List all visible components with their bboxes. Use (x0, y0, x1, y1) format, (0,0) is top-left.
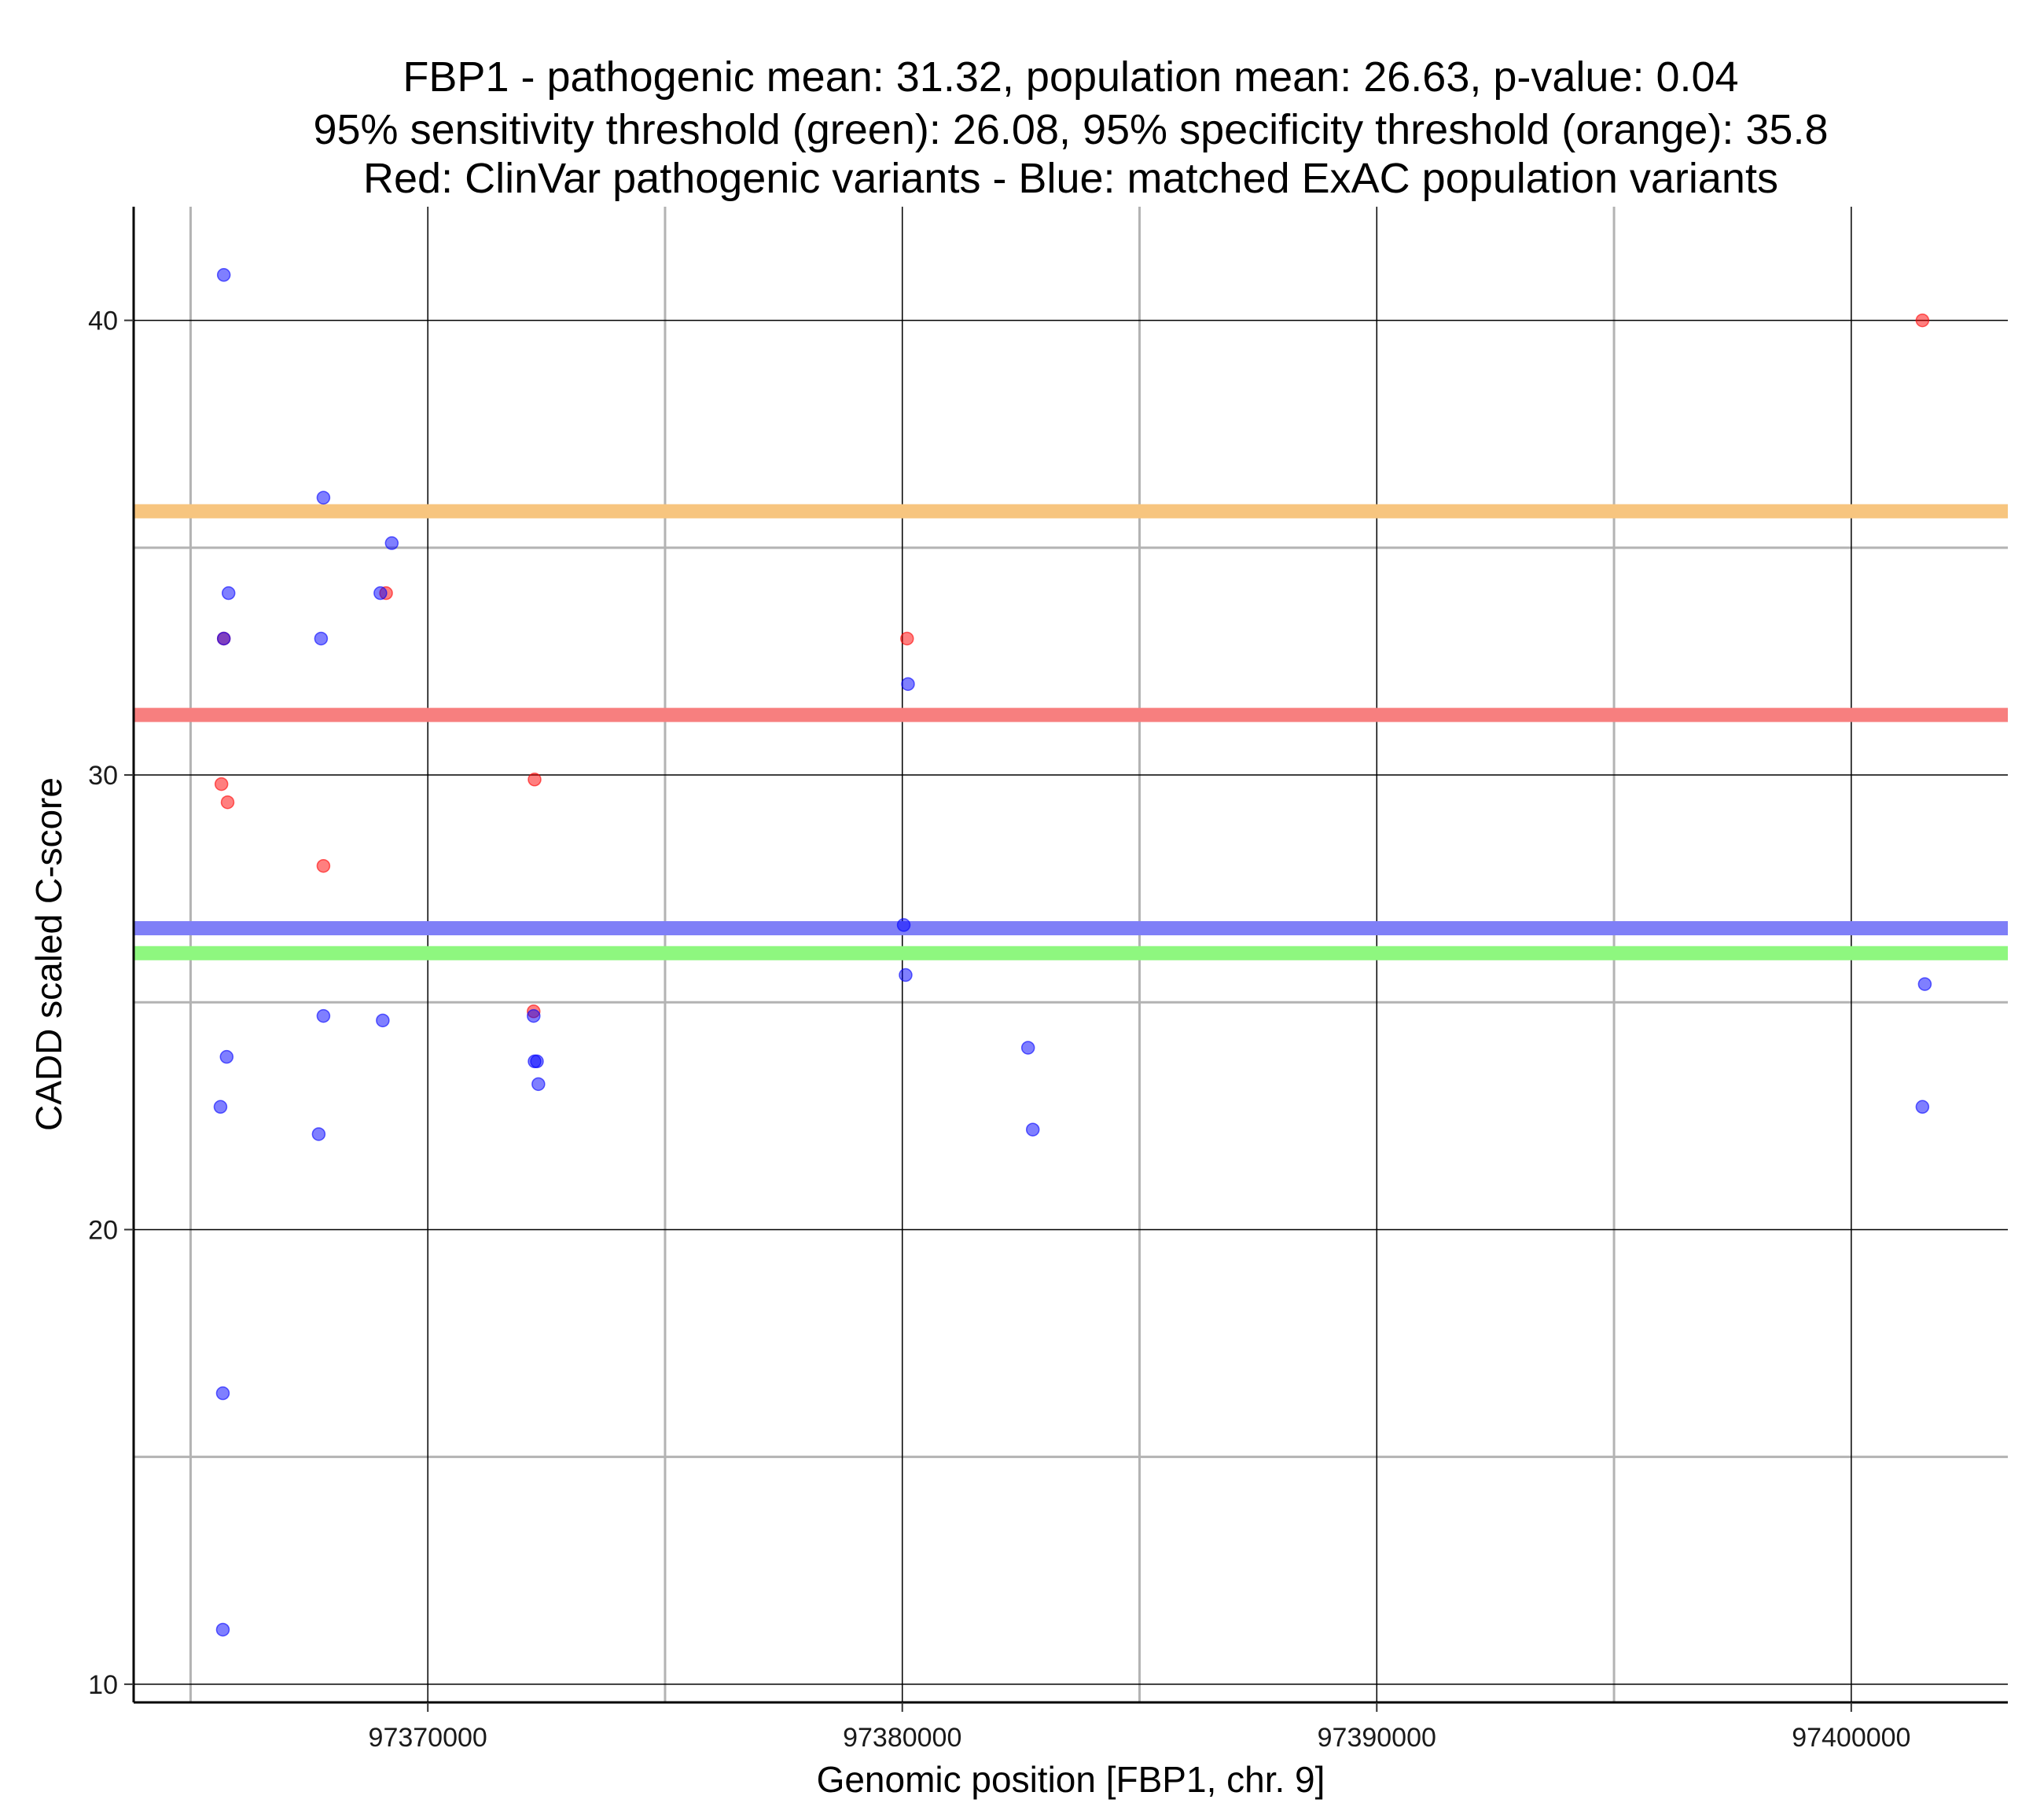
y-axis-title: CADD scaled C-score (28, 777, 69, 1131)
pathogenic-point-8 (1915, 313, 1930, 328)
population-point-14 (1020, 1041, 1035, 1055)
y-axis-ticks: 10 20 30 40 (88, 307, 134, 1700)
y-tick-label-1: 20 (88, 1215, 118, 1245)
population-point-6 (314, 631, 329, 646)
population-point-2 (384, 536, 399, 550)
population-point-8 (896, 918, 911, 932)
pathogenic-point-2 (220, 795, 235, 810)
data-points (213, 268, 1932, 1637)
population-point-0 (216, 268, 231, 282)
pathogenic-point-1 (214, 777, 229, 791)
population-point-13 (527, 1008, 541, 1023)
population-point-18 (531, 1077, 546, 1092)
population-point-22 (1025, 1122, 1040, 1137)
title-line-2: 95% sensitivity threshold (green): 26.08… (313, 106, 1828, 153)
x-tick-label-3: 97400000 (1792, 1723, 1910, 1753)
major-gridlines (134, 207, 2008, 1702)
population-point-10 (1917, 977, 1932, 991)
y-tick-label-3: 40 (88, 307, 118, 336)
pathogenic-point-7 (900, 631, 914, 646)
population-point-19 (213, 1100, 228, 1114)
x-tick-label-1: 97380000 (843, 1723, 961, 1753)
population-point-3 (221, 586, 236, 600)
population-point-20 (1915, 1100, 1930, 1114)
population-point-4 (373, 586, 388, 600)
population-point-1 (316, 490, 331, 505)
minor-gridlines (134, 207, 2008, 1702)
population-point-24 (215, 1622, 230, 1637)
pathogenic-point-3 (316, 858, 331, 873)
x-tick-label-0: 97370000 (369, 1723, 487, 1753)
population-point-12 (376, 1013, 390, 1028)
population-point-9 (899, 968, 913, 982)
y-tick-label-2: 30 (88, 761, 118, 791)
population-point-5 (216, 631, 231, 646)
chart-title: FBP1 - pathogenic mean: 31.32, populatio… (313, 53, 1828, 202)
population-point-21 (311, 1127, 326, 1141)
population-point-17 (530, 1054, 544, 1069)
population-point-7 (901, 677, 915, 692)
title-line-1: FBP1 - pathogenic mean: 31.32, populatio… (403, 53, 1738, 101)
x-axis-ticks: 97370000 97380000 97390000 97400000 (369, 1702, 1910, 1753)
x-tick-label-2: 97390000 (1318, 1723, 1436, 1753)
population-point-11 (316, 1008, 331, 1023)
population-point-15 (219, 1049, 234, 1064)
y-tick-label-0: 10 (88, 1670, 118, 1700)
reference-lines (134, 504, 2008, 960)
title-line-3: Red: ClinVar pathogenic variants - Blue:… (363, 155, 1778, 202)
x-axis-title: Genomic position [FBP1, chr. 9] (817, 1759, 1325, 1800)
pathogenic-point-5 (528, 773, 542, 787)
population-point-23 (215, 1386, 230, 1401)
